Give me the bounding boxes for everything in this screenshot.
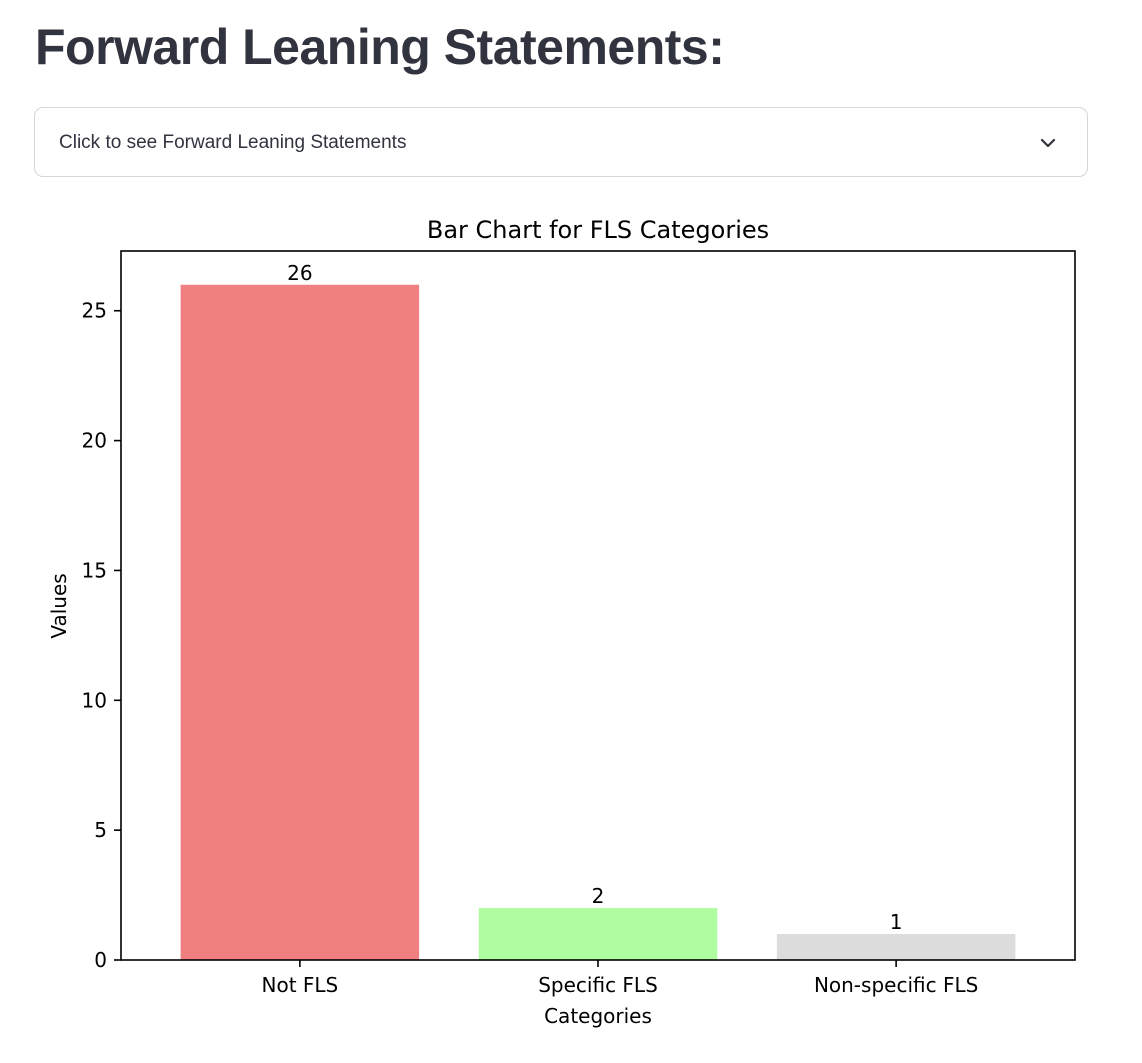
y-tick-label-5: 25 <box>82 299 107 323</box>
bar-2 <box>776 934 1016 960</box>
data-label-0: 26 <box>287 261 312 285</box>
bar-0 <box>180 284 420 960</box>
x-tick-label-0: Not FLS <box>262 973 339 997</box>
x-tick-label-1: Specific FLS <box>538 973 658 997</box>
page-title: Forward Leaning Statements: <box>35 19 725 75</box>
x-tick-label-2: Non-specific FLS <box>814 973 978 997</box>
data-label-2: 1 <box>890 910 903 934</box>
y-tick-label-4: 20 <box>82 429 107 453</box>
expander-label: Click to see Forward Leaning Statements <box>59 132 407 153</box>
chart-title: Bar Chart for FLS Categories <box>427 216 769 244</box>
data-label-1: 2 <box>592 884 605 908</box>
statements-expander[interactable]: Click to see Forward Leaning Statements <box>34 107 1088 177</box>
x-axis-label: Categories <box>544 1004 652 1028</box>
y-tick-label-2: 10 <box>82 688 107 712</box>
y-tick-label-1: 5 <box>94 818 107 842</box>
y-axis-label: Values <box>47 573 71 638</box>
y-tick-label-3: 15 <box>82 558 107 582</box>
chevron-down-icon[interactable] <box>1039 134 1057 152</box>
y-tick-label-0: 0 <box>94 948 107 972</box>
bar-1 <box>478 908 718 960</box>
